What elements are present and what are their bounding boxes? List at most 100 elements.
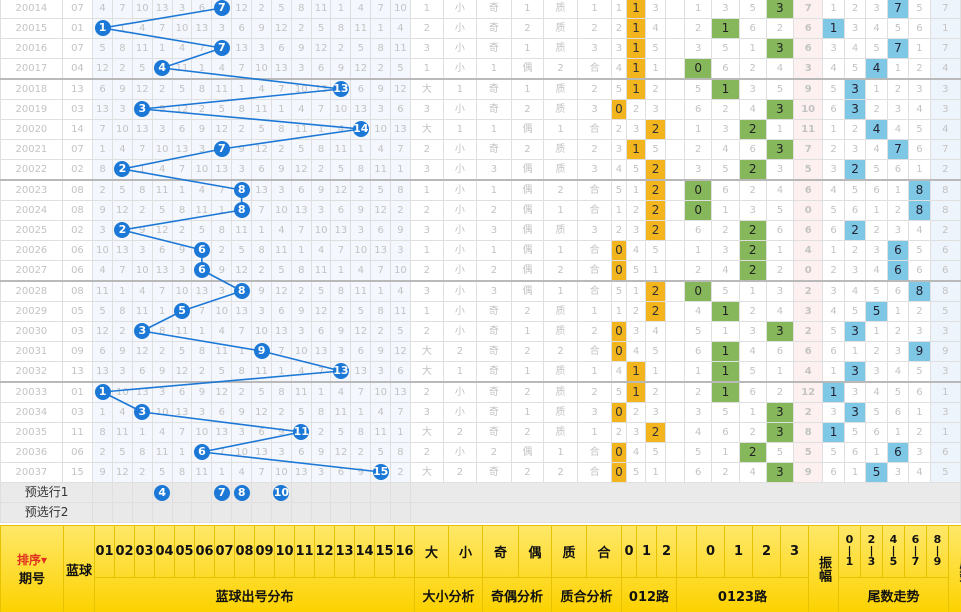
preselect-cell[interactable] xyxy=(310,502,332,523)
preselect-cell[interactable] xyxy=(211,502,233,523)
preselect-cell[interactable] xyxy=(191,502,213,523)
preselect-cell[interactable] xyxy=(390,482,411,503)
r0123-cell: 1 xyxy=(711,341,740,362)
preselect-cell[interactable] xyxy=(370,482,392,503)
r012-cell: 1 xyxy=(611,200,627,221)
preselect-cell[interactable] xyxy=(171,502,193,523)
dist-cell: 10 xyxy=(390,0,411,19)
r012-cell: 3 xyxy=(645,99,666,120)
preselect-cell[interactable]: 10 xyxy=(270,482,292,503)
preselect-cell[interactable] xyxy=(111,482,133,503)
preselect-cell[interactable] xyxy=(92,482,113,503)
dist-cell: 11 xyxy=(290,381,312,403)
r012-cell: 5 xyxy=(611,280,627,302)
oddeven-group-header: 奇偶分析 xyxy=(482,577,552,612)
preselect-cell[interactable] xyxy=(131,482,153,503)
even-cell: 偶 xyxy=(510,58,545,80)
dist-cell: 8 xyxy=(370,38,392,59)
preselect-cell[interactable] xyxy=(370,502,392,523)
preselect-cell[interactable]: 8 xyxy=(231,482,253,503)
dist-cell: 6 xyxy=(330,462,352,483)
dist-cell: 2 xyxy=(131,200,153,221)
dist-cell: 7 xyxy=(310,99,332,120)
even-cell: 2 xyxy=(510,18,545,39)
r0123-group-header: 0123路 xyxy=(676,577,809,612)
preselect-cell[interactable]: 7 xyxy=(211,482,233,503)
dist-cell: 8 xyxy=(370,301,392,322)
r012-cell: 2 xyxy=(611,220,627,241)
dist-cell: 1 xyxy=(310,119,332,140)
blue-ball-cell: 04 xyxy=(61,58,94,80)
r012-cell: 0 xyxy=(611,341,627,362)
dist-cell: 11 xyxy=(270,240,292,261)
big-cell: 大 xyxy=(409,361,444,383)
preselect-cell[interactable] xyxy=(330,502,352,523)
blue-ball: 8 xyxy=(233,283,250,299)
table-row: 20026 06 10 13 3 6 9 6 2 5 8 11 1 4 7 10 13 3 1 小 1 偶 1 合 0 4 5 1 3 2… xyxy=(0,240,961,261)
dist-cell: 5 xyxy=(191,220,213,241)
dist-cell: 2 xyxy=(370,58,392,80)
preselect-cell[interactable] xyxy=(131,502,153,523)
preselect-cell[interactable] xyxy=(231,502,253,523)
big-cell: 大 xyxy=(409,422,444,443)
preselect-cell[interactable] xyxy=(171,482,193,503)
preselect-cell[interactable] xyxy=(111,502,133,523)
dist-cell: 2 xyxy=(251,260,272,282)
dist-cell: 5 xyxy=(390,321,411,342)
tail-trend-cell: 3 xyxy=(843,321,867,342)
r0123-cell: 1 xyxy=(738,280,767,302)
tail-trend-cell: 1 xyxy=(886,179,910,201)
blue-ball: 7 xyxy=(213,141,230,157)
r0123-cell: 4 xyxy=(684,422,713,443)
tail-trend-cell: 1 xyxy=(822,119,845,140)
r0123-cell: 5 xyxy=(711,159,740,181)
preselect-cell[interactable] xyxy=(330,482,352,503)
preselect-cell[interactable] xyxy=(92,502,113,523)
r0123-cell: 5 xyxy=(765,442,794,463)
tail-trend-cell: 4 xyxy=(843,280,867,302)
r0123-cell: 0 xyxy=(684,58,713,80)
tail-trend-cell: 3 xyxy=(843,361,867,383)
tail-trend-cell: 5 xyxy=(822,78,845,100)
dist-cell: 2 xyxy=(350,442,372,463)
dist-cell: 13 xyxy=(211,422,233,443)
period-header[interactable]: 排序▾ 期号 xyxy=(0,525,64,612)
dist-cell: 11 xyxy=(231,220,253,241)
period-cell: 20028 xyxy=(0,280,63,302)
preselect-cell[interactable] xyxy=(270,502,292,523)
sort-toggle[interactable]: 排序▾ xyxy=(16,553,48,567)
prime-cell: 质 xyxy=(543,220,579,241)
preselect-cell[interactable] xyxy=(290,482,312,503)
preselect-cell[interactable] xyxy=(251,482,272,503)
period-cell: 20019 xyxy=(0,99,63,120)
preselect-cell[interactable] xyxy=(290,502,312,523)
r012-cell: 2 xyxy=(645,119,666,140)
preselect-cell[interactable] xyxy=(151,502,173,523)
preselect-cell[interactable] xyxy=(350,482,372,503)
preselect-row[interactable]: 预选行1 4 7 8 10 xyxy=(0,482,961,503)
period-cell: 20016 xyxy=(0,38,63,59)
odd-cell: 奇 xyxy=(475,18,512,39)
dist-cell: 12 xyxy=(350,321,372,342)
amplitude-cell: 2 xyxy=(792,402,824,423)
preselect-row[interactable]: 预选行2 xyxy=(0,502,961,523)
dist-cell: 12 xyxy=(231,260,253,282)
dist-cell: 12 xyxy=(310,301,332,322)
period-cell: 20033 xyxy=(0,381,63,403)
dist-cell: 12 xyxy=(111,200,133,221)
preselect-cell[interactable] xyxy=(191,482,213,503)
tail-trend-cell: 1 xyxy=(822,18,845,39)
dist-cell: 9 xyxy=(131,220,153,241)
preselect-cell[interactable] xyxy=(310,482,332,503)
dist-cell: 6 xyxy=(231,18,253,39)
dist-cell: 4 xyxy=(310,240,332,261)
dist-cell: 3 xyxy=(111,361,133,383)
preselect-cell[interactable] xyxy=(350,502,372,523)
preselect-cell[interactable] xyxy=(251,502,272,523)
big-cell: 1 xyxy=(409,58,444,80)
tail-trend-cell: 1 xyxy=(886,301,910,322)
preselect-cell[interactable] xyxy=(390,502,411,523)
dist-cell: 10 xyxy=(290,341,312,362)
odd-cell: 奇 xyxy=(475,422,512,443)
preselect-cell[interactable]: 4 xyxy=(151,482,173,503)
